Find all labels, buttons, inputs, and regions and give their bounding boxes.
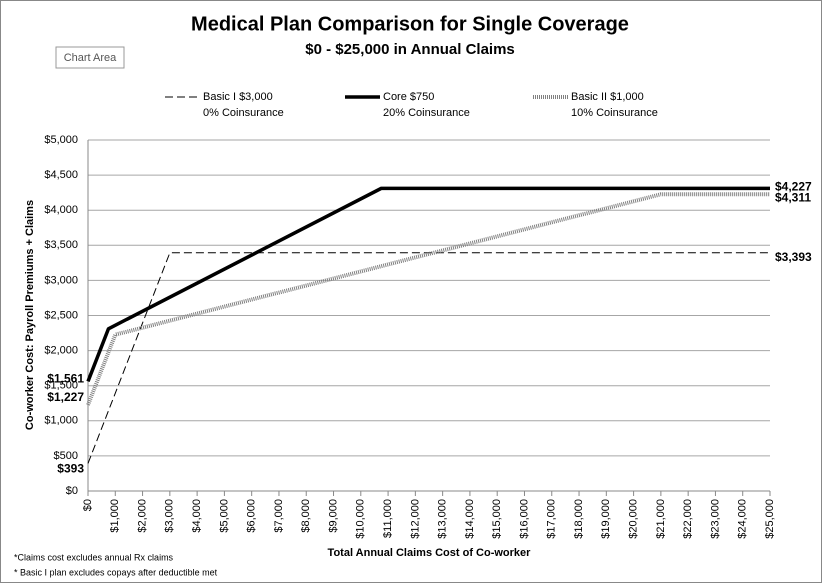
x-tick-label: $2,000 — [136, 499, 148, 533]
legend-description: 10% Coinsurance — [571, 107, 658, 119]
x-axis-title: Total Annual Claims Cost of Co-worker — [328, 547, 532, 559]
x-tick-label: $5,000 — [218, 499, 230, 533]
data-label: $4,311 — [775, 191, 811, 205]
y-tick-label: $4,000 — [44, 204, 78, 216]
footnote: * Basic I plan excludes copays after ded… — [14, 567, 218, 577]
data-label: $1,227 — [47, 390, 84, 404]
x-tick-label: $21,000 — [655, 499, 667, 539]
x-tick-label: $20,000 — [628, 499, 640, 539]
x-tick-label: $25,000 — [764, 499, 776, 539]
x-tick-label: $16,000 — [518, 499, 530, 539]
y-tick-label: $3,000 — [44, 274, 78, 286]
y-tick-label: $2,500 — [44, 309, 78, 321]
x-tick-label: $12,000 — [409, 499, 421, 539]
legend-label: Basic I $3,000 — [203, 91, 273, 103]
x-tick-label: $17,000 — [546, 499, 558, 539]
y-tick-label: $3,500 — [44, 239, 78, 251]
x-tick-label: $14,000 — [464, 499, 476, 539]
x-tick-label: $18,000 — [573, 499, 585, 539]
x-tick-label: $10,000 — [355, 499, 367, 539]
y-tick-label: $1,000 — [44, 415, 78, 427]
legend-label: Core $750 — [383, 91, 434, 103]
data-label: $1,561 — [47, 372, 84, 386]
x-tick-label: $9,000 — [327, 499, 339, 533]
x-tick-label: $6,000 — [246, 499, 258, 533]
tooltip: Chart Area — [64, 52, 117, 64]
legend-description: 20% Coinsurance — [383, 107, 470, 119]
y-tick-label: $0 — [66, 485, 78, 497]
data-label: $393 — [57, 462, 84, 476]
x-tick-label: $11,000 — [382, 499, 394, 538]
y-tick-label: $1,500 — [44, 380, 78, 392]
series-line — [86, 186, 770, 383]
x-tick-label: $7,000 — [273, 499, 285, 533]
tooltip-box — [55, 46, 125, 69]
data-label: $4,227 — [775, 179, 812, 193]
x-tick-label: $23,000 — [709, 499, 721, 539]
y-tick-label: $5,000 — [44, 134, 78, 146]
legend-description: 0% Coinsurance — [203, 107, 284, 119]
y-axis-title: Co-worker Cost: Payroll Premiums + Claim… — [24, 200, 36, 430]
x-tick-label: $1,000 — [109, 499, 121, 533]
x-tick-label: $8,000 — [300, 499, 312, 533]
y-tick-label: $4,500 — [44, 169, 78, 181]
y-tick-label: $500 — [54, 450, 78, 462]
footnote: *Claims cost excludes annual Rx claims — [14, 552, 174, 562]
chart-title: Medical Plan Comparison for Single Cover… — [191, 13, 629, 35]
legend-label: Basic II $1,000 — [571, 91, 644, 103]
chart-subtitle: $0 - $25,000 in Annual Claims — [305, 41, 515, 58]
x-tick-label: $13,000 — [437, 499, 449, 539]
x-tick-label: $0 — [82, 499, 94, 511]
x-tick-label: $19,000 — [600, 499, 612, 539]
series-line — [87, 252, 770, 464]
x-tick-label: $22,000 — [682, 499, 694, 539]
data-label: $3,393 — [775, 250, 812, 264]
x-tick-label: $15,000 — [491, 499, 503, 539]
x-tick-label: $24,000 — [737, 499, 749, 539]
x-tick-label: $3,000 — [164, 499, 176, 533]
x-tick-label: $4,000 — [191, 499, 203, 533]
y-tick-label: $2,000 — [44, 345, 78, 357]
